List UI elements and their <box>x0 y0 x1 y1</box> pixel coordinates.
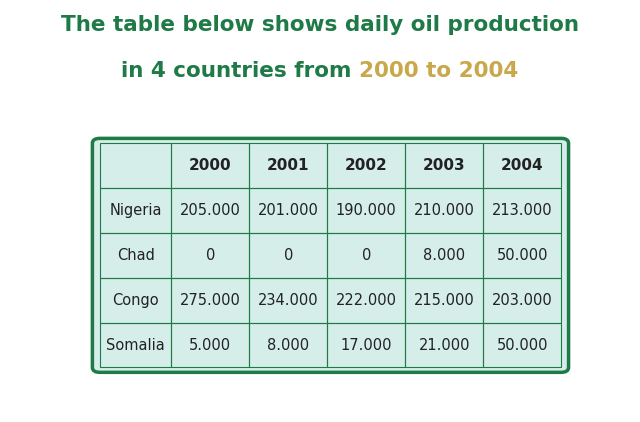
Text: 8.000: 8.000 <box>268 338 309 352</box>
Text: 21.000: 21.000 <box>419 338 470 352</box>
Text: 201.000: 201.000 <box>258 203 319 218</box>
Bar <box>405 322 483 368</box>
Text: 203.000: 203.000 <box>492 293 552 308</box>
Bar <box>327 143 405 188</box>
Bar <box>483 143 561 188</box>
Bar <box>172 278 250 322</box>
Bar <box>327 188 405 233</box>
Bar <box>483 322 561 368</box>
Text: 2002: 2002 <box>345 158 388 173</box>
Text: Congo: Congo <box>112 293 159 308</box>
Bar <box>405 233 483 278</box>
Bar <box>483 233 561 278</box>
Text: 190.000: 190.000 <box>336 203 397 218</box>
Bar <box>100 278 172 322</box>
Bar <box>250 322 327 368</box>
Text: 8.000: 8.000 <box>423 248 465 263</box>
Bar <box>250 233 327 278</box>
Text: 0: 0 <box>205 248 215 263</box>
Text: 222.000: 222.000 <box>336 293 397 308</box>
Text: in 4 countries from: in 4 countries from <box>122 61 360 81</box>
Text: 2003: 2003 <box>423 158 465 173</box>
Bar <box>405 278 483 322</box>
Bar <box>250 188 327 233</box>
Text: Somalia: Somalia <box>106 338 165 352</box>
Bar <box>172 233 250 278</box>
Bar <box>172 322 250 368</box>
Bar <box>327 278 405 322</box>
Text: Nigeria: Nigeria <box>109 203 162 218</box>
FancyBboxPatch shape <box>92 138 568 372</box>
Bar <box>172 143 250 188</box>
Bar <box>405 143 483 188</box>
Bar <box>100 322 172 368</box>
Text: 234.000: 234.000 <box>258 293 319 308</box>
Text: 210.000: 210.000 <box>413 203 475 218</box>
Bar <box>250 143 327 188</box>
Text: 2001: 2001 <box>267 158 310 173</box>
Bar <box>100 188 172 233</box>
Text: 0: 0 <box>362 248 371 263</box>
Bar <box>172 188 250 233</box>
Text: 2004: 2004 <box>501 158 543 173</box>
Text: The table below shows daily oil production: The table below shows daily oil producti… <box>61 15 579 35</box>
Bar <box>100 143 172 188</box>
Text: 275.000: 275.000 <box>180 293 241 308</box>
Bar <box>483 278 561 322</box>
Text: 5.000: 5.000 <box>189 338 232 352</box>
Text: 205.000: 205.000 <box>180 203 241 218</box>
Text: 50.000: 50.000 <box>497 338 548 352</box>
Text: 2000: 2000 <box>189 158 232 173</box>
Text: 17.000: 17.000 <box>340 338 392 352</box>
Text: 2000 to 2004: 2000 to 2004 <box>360 61 518 81</box>
Text: Chad: Chad <box>116 248 154 263</box>
Bar <box>405 188 483 233</box>
Text: 0: 0 <box>284 248 293 263</box>
Bar <box>483 188 561 233</box>
Bar <box>250 278 327 322</box>
Bar <box>327 322 405 368</box>
Bar <box>327 233 405 278</box>
Text: 50.000: 50.000 <box>497 248 548 263</box>
Text: 215.000: 215.000 <box>414 293 475 308</box>
Bar <box>100 233 172 278</box>
Text: 213.000: 213.000 <box>492 203 552 218</box>
